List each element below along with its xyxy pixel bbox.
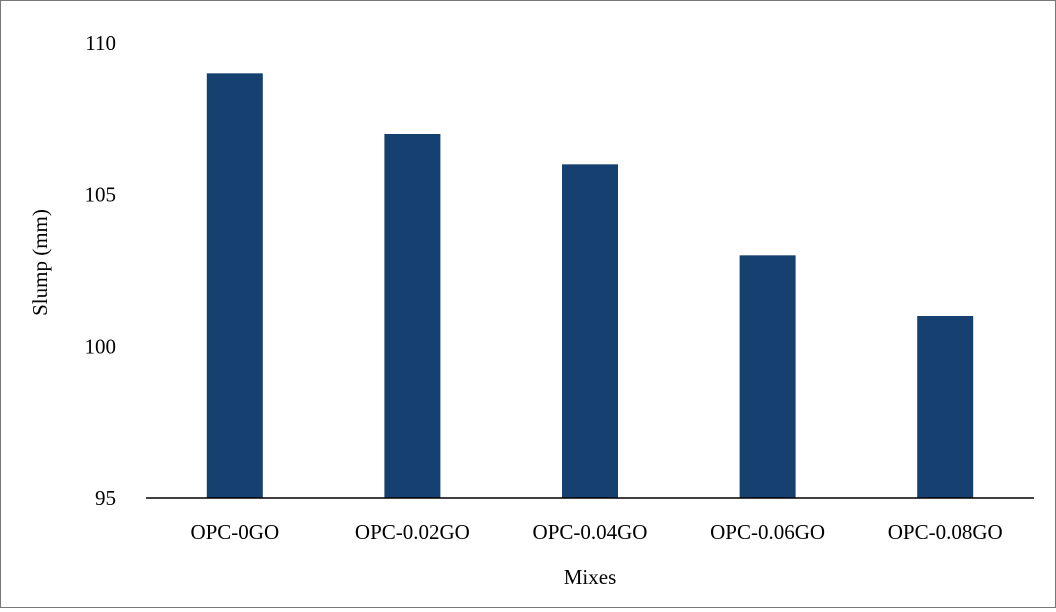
bars [206,73,974,499]
bar-opc-0.06go [739,255,796,498]
x-tick-label: OPC-0.02GO [355,520,470,544]
x-tick-label: OPC-0.04GO [533,520,648,544]
bar-opc-0go [206,73,263,498]
y-tick-label: 105 [85,183,117,207]
x-axis-ticks: OPC-0GO OPC-0.02GO OPC-0.04GO OPC-0.06GO OPC… [190,520,1002,544]
bar-opc-0.04go [562,164,618,499]
y-axis-ticks: 95 100 105 110 [85,31,117,510]
y-tick-label: 95 [95,486,116,510]
bar-opc-0.08go [917,316,974,498]
x-tick-label: OPC-0GO [190,520,279,544]
y-tick-label: 110 [85,31,116,55]
bar-opc-0.02go [384,134,441,498]
y-tick-label: 100 [85,334,117,358]
y-axis-title: Slump (mm) [28,209,52,316]
x-tick-label: OPC-0.06GO [710,520,825,544]
x-tick-label: OPC-0.08GO [888,520,1003,544]
x-axis-title: Mixes [564,565,617,589]
